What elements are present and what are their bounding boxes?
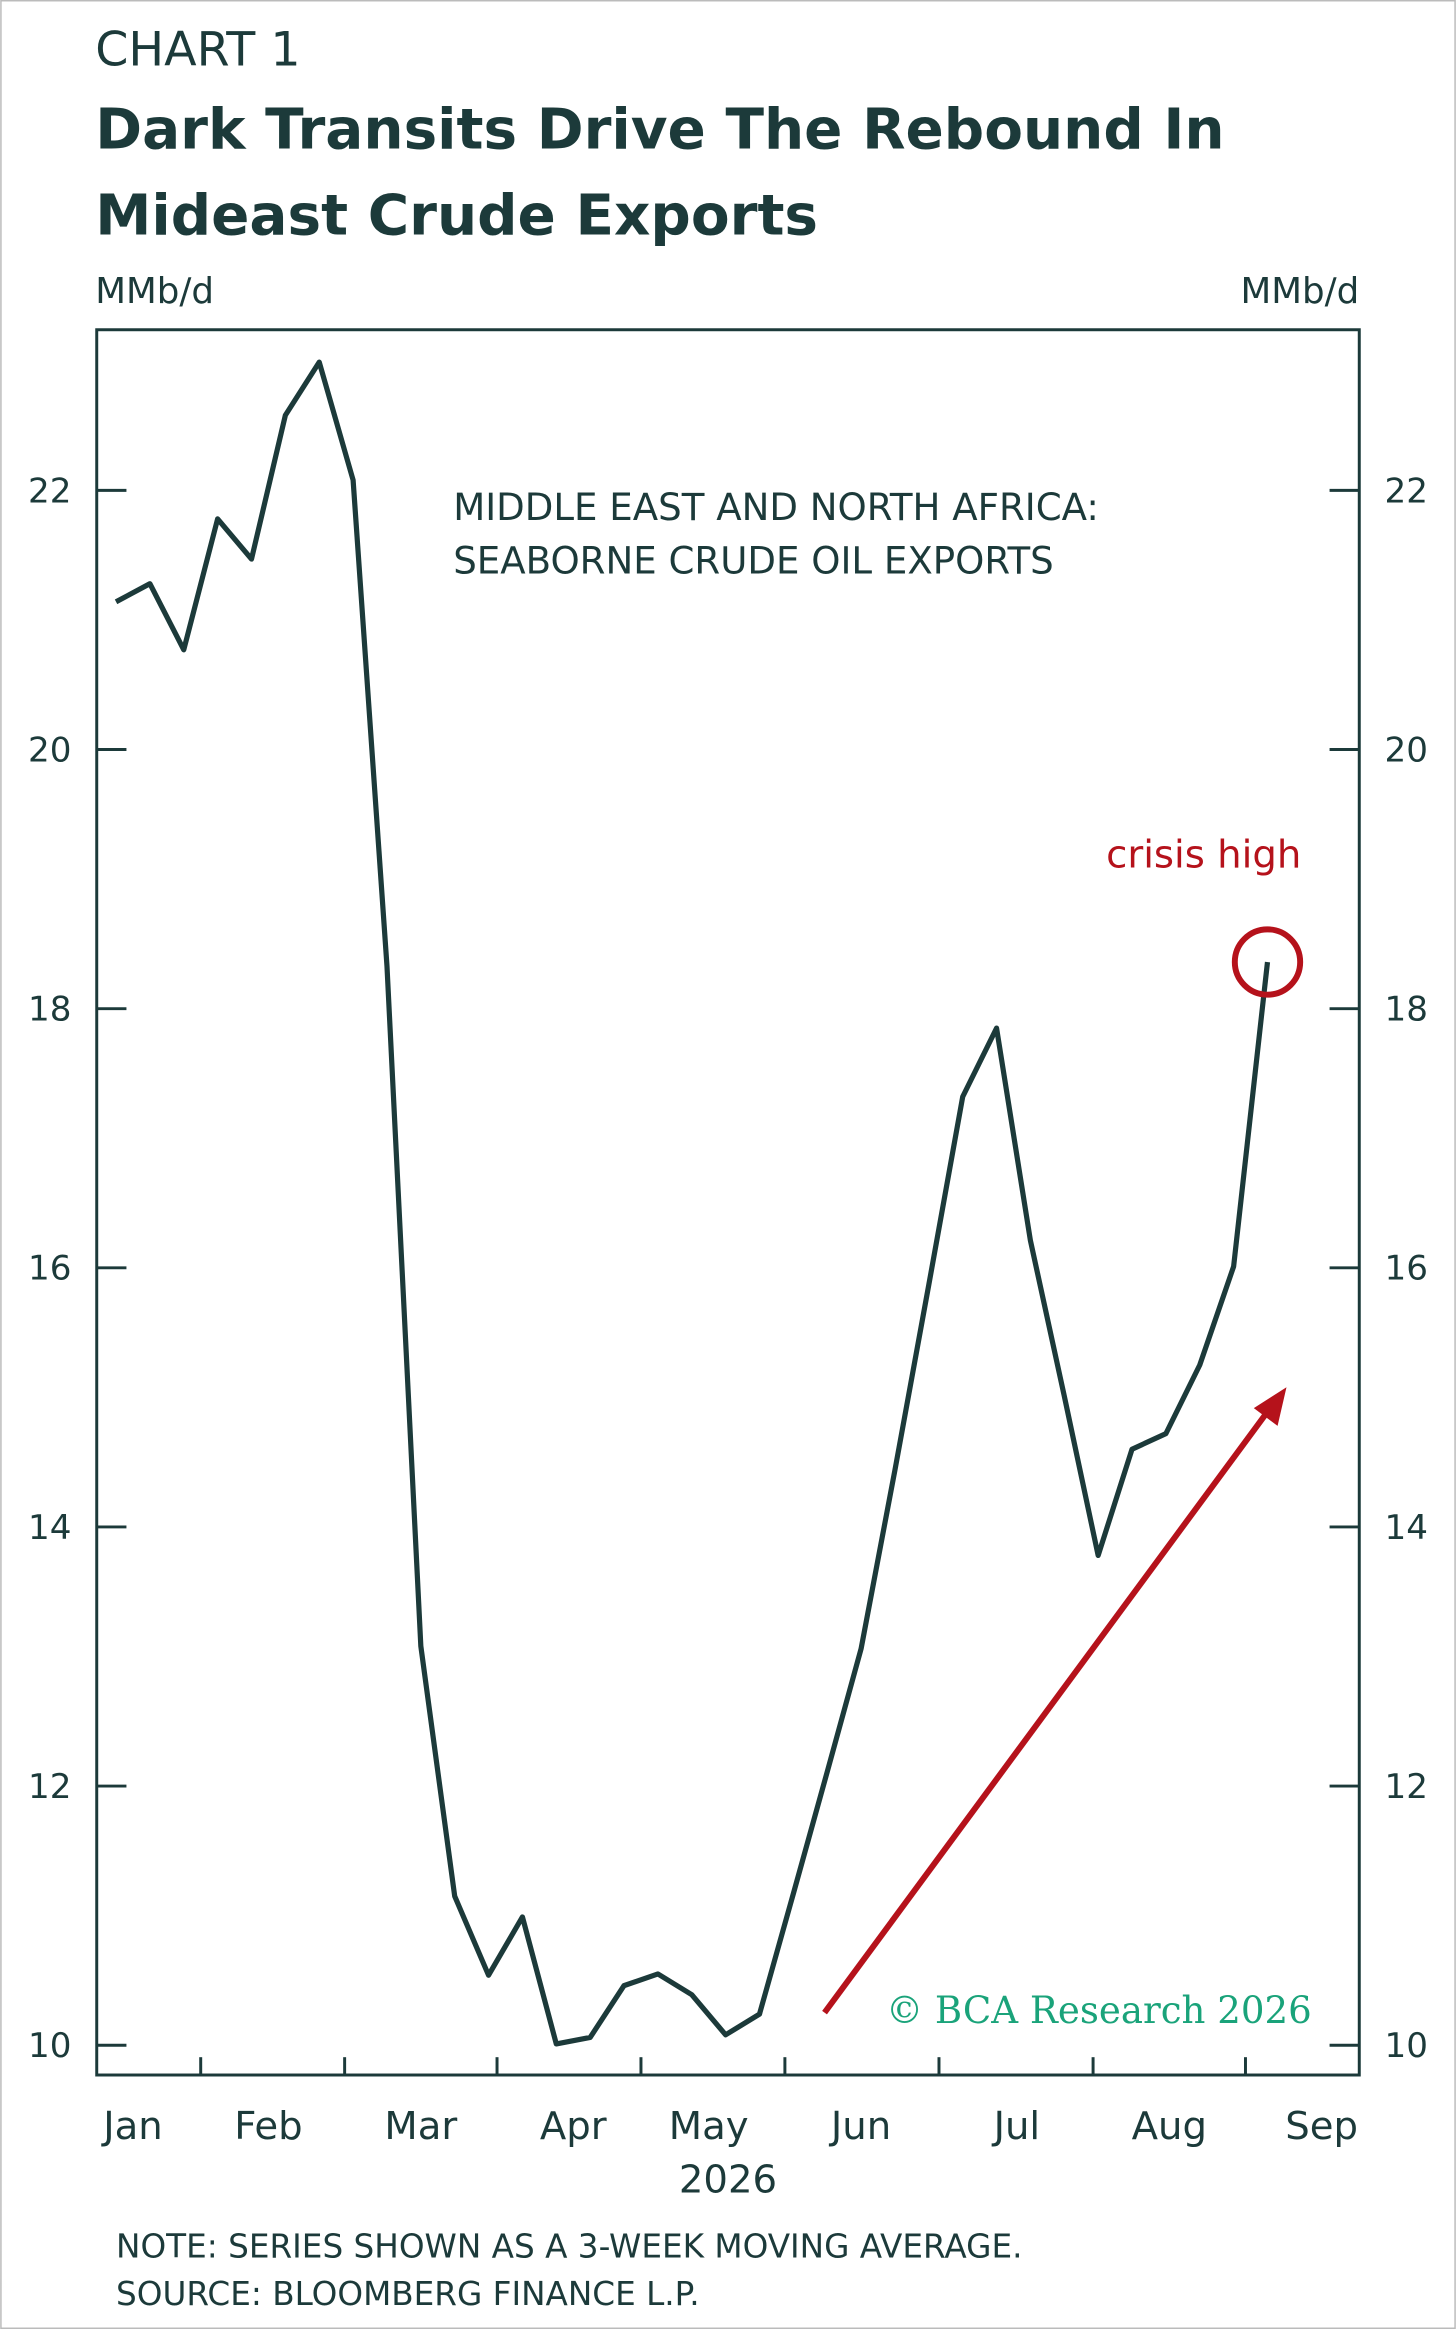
y-tick-label: 22 [28,471,71,511]
x-axis-label: 2026 [679,2157,777,2202]
y-tick-label: 16 [28,1249,71,1289]
chart-title: Dark Transits Drive The Rebound In Mideas… [95,98,1224,249]
y2-tick-label: 10 [1385,2026,1428,2066]
x-tick-label: Jan [101,2104,163,2149]
y-tick-label: 20 [28,730,71,770]
y-tick-label: 14 [28,1508,71,1548]
y2-tick-label: 14 [1385,1508,1428,1548]
trend-arrow [822,1406,1273,2015]
x-tick-label: Feb [234,2104,302,2149]
y2-tick-label: 16 [1385,1249,1428,1289]
highlight-circle [1231,926,1304,998]
arrow-head [1253,1387,1287,1426]
annotation: crisis high [1106,832,1301,877]
plot-area [95,328,1361,2077]
y-tick-label: 18 [28,990,71,1030]
x-tick-label: Mar [384,2104,457,2149]
y-tick-label: 12 [28,1767,71,1807]
series-line [114,359,1271,2047]
y-axis-label: MMb/d [95,271,214,312]
y2-axis-label: MMb/d [1241,271,1360,312]
x-tick-label: Jun [829,2104,891,2149]
y2-tick-label: 22 [1385,471,1428,511]
y-tick-label: 10 [28,2026,71,2066]
y2-tick-label: 18 [1385,990,1428,1030]
x-tick-label: May [669,2104,749,2149]
y2-tick-label: 20 [1385,730,1428,770]
y2-tick-label: 12 [1385,1767,1428,1807]
watermark: © BCA Research 2026 [886,1989,1312,2032]
chart-label: CHART 1 [95,22,300,77]
x-tick-label: Aug [1132,2104,1207,2149]
note: NOTE: SERIES SHOWN AS A 3-WEEK MOVING AV… [116,2228,1022,2266]
x-tick-label: Sep [1285,2104,1358,2149]
subtitle: MIDDLE EAST AND NORTH AFRICA: SEABORNE CR… [453,486,1099,582]
source: SOURCE: BLOOMBERG FINANCE L.P. [116,2275,700,2313]
x-tick-label: Apr [540,2104,607,2149]
x-tick-label: Jul [992,2104,1041,2149]
